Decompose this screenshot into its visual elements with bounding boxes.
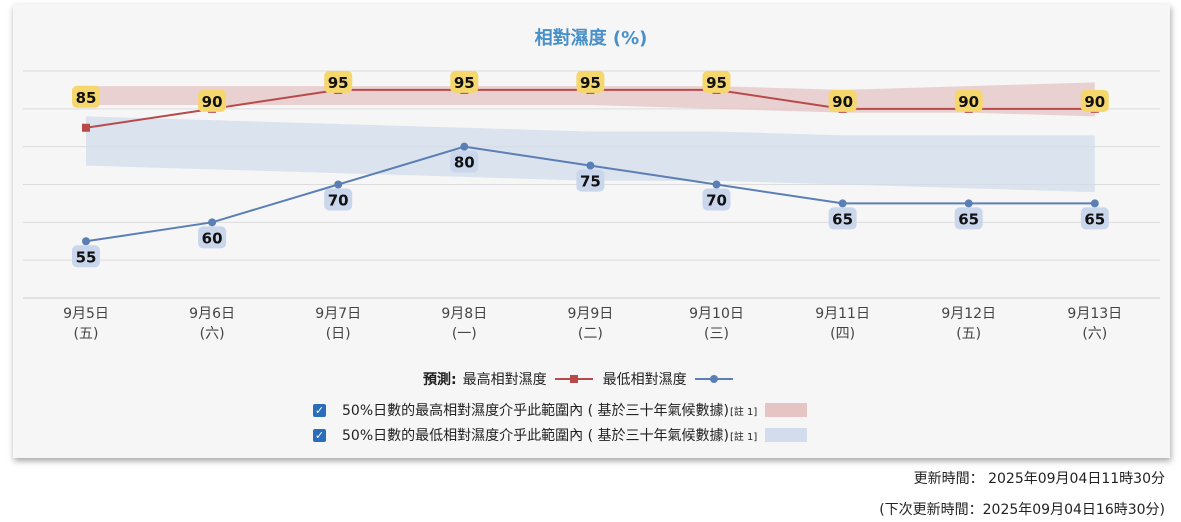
- max-label-bg: [324, 70, 353, 93]
- min-humidity-point: [1090, 199, 1099, 208]
- min-data-label: 70: [328, 192, 349, 210]
- max-label-bg: [450, 70, 479, 93]
- x-tick-weekday: (二): [578, 326, 603, 342]
- band-max-note: [註 1]: [729, 406, 758, 418]
- legend-forecast-label: 預測:: [423, 372, 457, 388]
- band-max-swatch: [765, 403, 808, 417]
- x-tick-weekday: (六): [200, 326, 225, 342]
- max-label-bg: [828, 89, 857, 112]
- x-tick-date: 9月10日: [689, 306, 744, 322]
- max-label-bg: [72, 85, 100, 108]
- x-tick-date: 9月6日: [189, 306, 235, 322]
- legend-forecast: 預測: 最高相對濕度 最低相對濕度: [423, 369, 743, 389]
- min-humidity-point: [838, 199, 847, 208]
- min-data-label: 65: [958, 210, 979, 228]
- max-data-label: 85: [76, 89, 97, 107]
- update-time: 更新時間： 2025年09月04日11時30分: [913, 471, 1165, 487]
- x-tick-date: 9月5日: [63, 306, 109, 322]
- band-min-note: [註 1]: [729, 431, 758, 443]
- min-data-label: 70: [706, 192, 727, 210]
- legend-min-label: 最低相對濕度: [602, 372, 687, 388]
- min-label-bg: [702, 188, 731, 211]
- max-data-label: 95: [706, 74, 727, 92]
- min-label-bg: [72, 245, 100, 268]
- legend-band-max[interactable]: ✓ 50%日數的最高相對濕度介乎此範圍內 ( 基於三十年氣候數據) [註 1]: [313, 400, 808, 420]
- x-tick-date: 9月9日: [567, 306, 613, 322]
- x-tick-date: 9月13日: [1067, 306, 1122, 322]
- min-data-label: 65: [832, 210, 853, 228]
- min-humidity-point: [964, 199, 973, 208]
- x-tick-date: 9月7日: [315, 306, 361, 322]
- min-data-label: 55: [76, 248, 97, 266]
- legend-band-min[interactable]: ✓ 50%日數的最低相對濕度介乎此範圍內 ( 基於三十年氣候數據) [註 1]: [313, 425, 808, 445]
- max-label-bg: [954, 89, 983, 112]
- min-humidity-point: [82, 237, 90, 246]
- x-tick-weekday: (日): [326, 326, 351, 342]
- max-data-label: 95: [328, 74, 349, 92]
- band-min-label: 50%日數的最低相對濕度介乎此範圍內 ( 基於三十年氣候數據): [342, 428, 729, 444]
- band-max-label: 50%日數的最高相對濕度介乎此範圍內 ( 基於三十年氣候數據): [342, 403, 729, 419]
- max-data-label: 90: [1084, 93, 1105, 111]
- min-data-label: 60: [202, 229, 223, 247]
- min-humidity-point: [208, 218, 217, 227]
- min-humidity-point: [712, 180, 721, 189]
- x-tick-date: 9月11日: [815, 306, 870, 322]
- humidity-chart: 相對濕度 (%) 85 90 95 95 95 95 90 90 90 55 60 70 80 75 70 6…: [23, 27, 1160, 342]
- max-data-label: 90: [202, 93, 223, 111]
- min-label-bg: [324, 188, 353, 211]
- min-label-bg: [576, 169, 605, 192]
- min-label-bg: [1080, 207, 1109, 230]
- x-tick-weekday: (三): [704, 326, 729, 342]
- min-label-bg: [450, 150, 479, 173]
- x-tick-weekday: (五): [956, 326, 981, 342]
- x-tick-weekday: (五): [74, 326, 99, 342]
- x-tick-weekday: (一): [452, 326, 477, 342]
- min-data-label: 75: [580, 173, 601, 191]
- min-humidity-point: [586, 161, 595, 170]
- max-label-bg: [1080, 89, 1109, 112]
- max-data-label: 95: [454, 74, 475, 92]
- max-label-bg: [702, 70, 731, 93]
- chart-title: 相對濕度 (%): [535, 27, 648, 49]
- min-data-label: 65: [1084, 210, 1105, 228]
- x-tick-date: 9月8日: [441, 306, 487, 322]
- chart-card: 相對濕度 (%) 85 90 95 95 95 95 90 90 90 55 60 70 80 75 70 6…: [13, 4, 1170, 458]
- max-label-bg: [576, 70, 605, 93]
- band-min-checkbox[interactable]: ✓: [313, 428, 326, 442]
- next-update-time: (下次更新時間：2025年09月04日16時30分): [879, 502, 1165, 518]
- x-tick-weekday: (六): [1082, 326, 1107, 342]
- max-label-bg: [198, 89, 227, 112]
- min-data-label: 80: [454, 154, 475, 172]
- min-label-bg: [828, 207, 857, 230]
- legend-min-line-icon: [694, 373, 733, 385]
- max-data-label: 90: [958, 93, 979, 111]
- min-label-bg: [198, 226, 227, 249]
- band-max-checkbox[interactable]: ✓: [313, 403, 326, 417]
- min-label-bg: [954, 207, 983, 230]
- legend-max-label: 最高相對濕度: [462, 372, 547, 388]
- x-tick-weekday: (四): [830, 326, 855, 342]
- x-tick-date: 9月12日: [941, 306, 996, 322]
- min-humidity-band: [86, 116, 1095, 193]
- band-min-swatch: [765, 428, 808, 442]
- max-data-label: 95: [580, 74, 601, 92]
- legend-max-line-icon: [554, 373, 593, 385]
- max-data-label: 90: [832, 93, 853, 111]
- min-humidity-point: [460, 142, 469, 151]
- max-humidity-point: [82, 123, 90, 132]
- min-humidity-point: [334, 180, 343, 189]
